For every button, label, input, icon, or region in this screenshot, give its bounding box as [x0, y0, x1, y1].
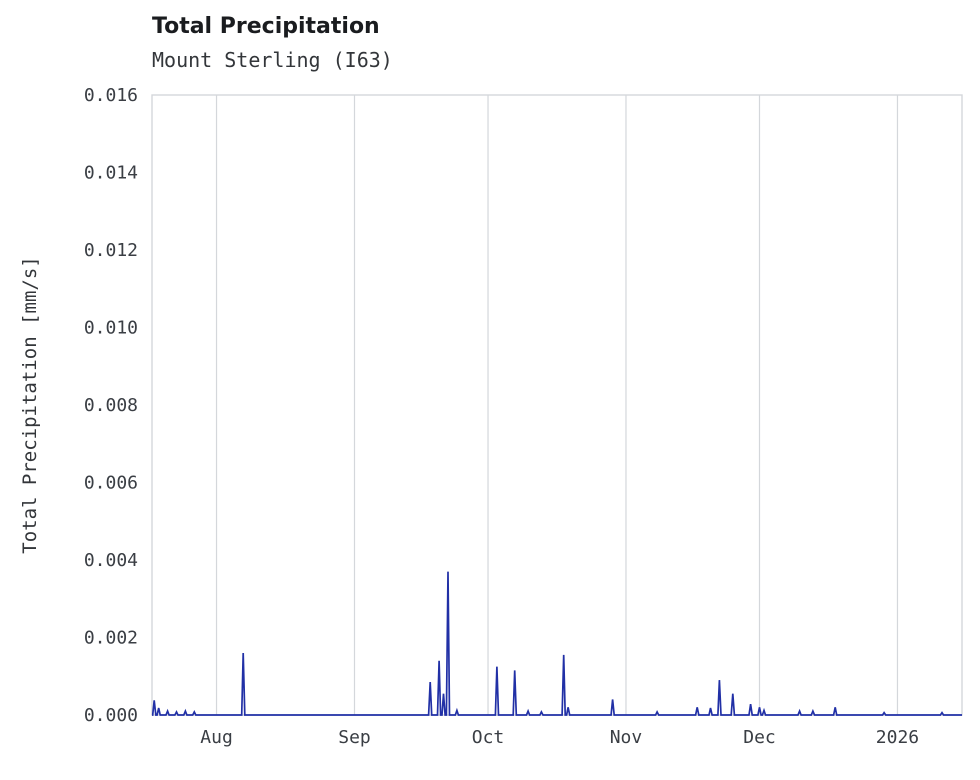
y-tick-label: 0.016	[84, 85, 138, 106]
x-tick-label: Sep	[338, 727, 371, 748]
x-tick-label: Oct	[472, 727, 505, 748]
x-tick-label: Aug	[200, 727, 233, 748]
y-tick-label: 0.014	[84, 163, 138, 184]
x-tick-label: 2026	[876, 727, 919, 748]
y-tick-label: 0.006	[84, 473, 138, 494]
plot-border	[151, 94, 963, 716]
x-tick-label: Nov	[610, 727, 643, 748]
x-tick-label: Dec	[743, 727, 776, 748]
y-tick-label: 0.008	[84, 395, 138, 416]
y-tick-label: 0.004	[84, 550, 138, 571]
y-tick-label: 0.012	[84, 240, 138, 261]
chart-subtitle: Mount Sterling (I63)	[152, 48, 393, 72]
precipitation-series-line	[151, 571, 962, 716]
y-tick-label: 0.002	[84, 628, 138, 649]
y-tick-label: 0.000	[84, 705, 138, 726]
chart-title: Total Precipitation	[152, 14, 380, 39]
y-tick-label: 0.010	[84, 318, 138, 339]
